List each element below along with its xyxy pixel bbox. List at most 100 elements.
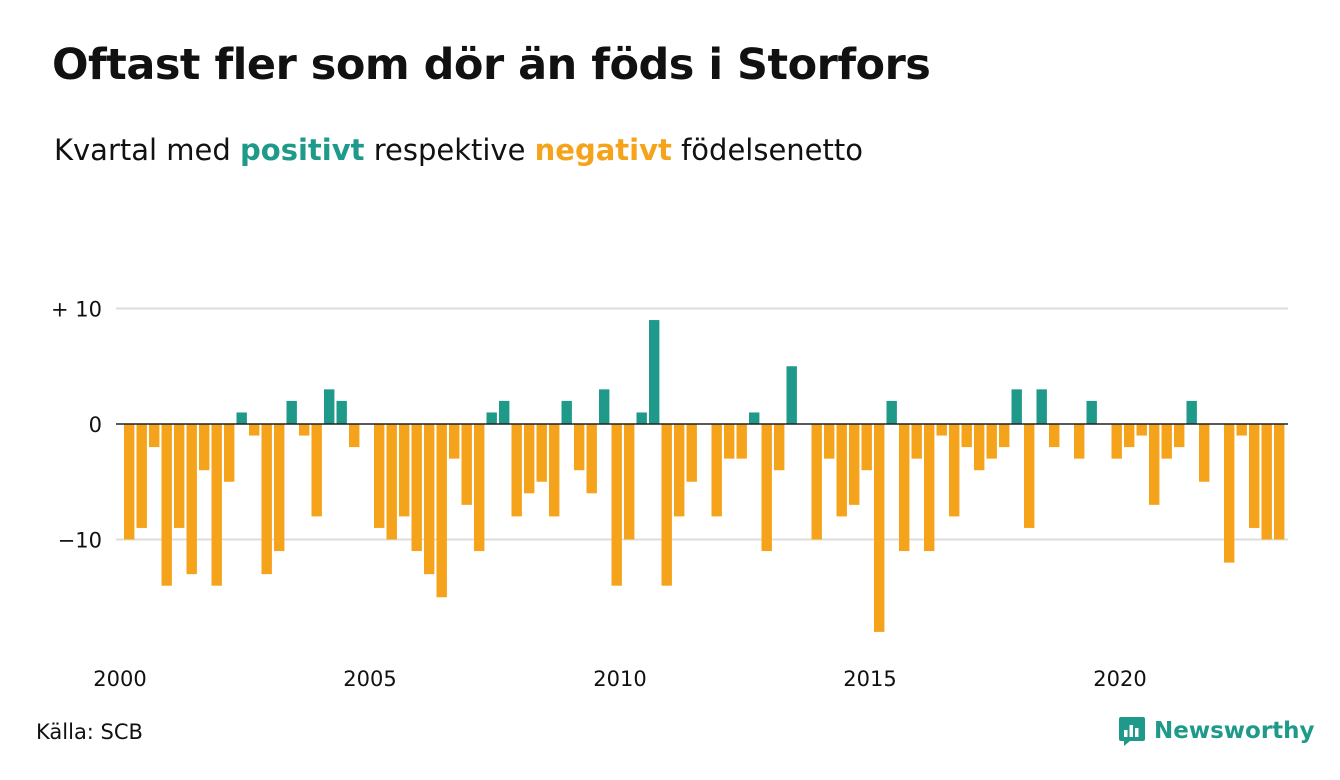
bar-negative — [1161, 424, 1172, 459]
subtitle-positive-keyword: positivt — [240, 133, 365, 167]
y-tick-label: + 10 — [51, 298, 102, 322]
chart-subtitle: Kvartal med positivt respektive negativt… — [54, 133, 863, 167]
bar-negative — [1174, 424, 1185, 448]
bar-positive — [286, 400, 297, 424]
bar-negative — [386, 424, 397, 540]
bar-negative — [1149, 424, 1160, 505]
subtitle-prefix: Kvartal med — [54, 133, 231, 167]
subtitle-suffix: födelsenetto — [681, 133, 863, 167]
bar-negative — [674, 424, 685, 517]
bar-negative — [149, 424, 160, 448]
bar-positive — [236, 412, 247, 424]
bar-positive — [786, 366, 797, 424]
bar-negative — [1199, 424, 1210, 482]
bar-negative — [399, 424, 410, 517]
bar-negative — [736, 424, 747, 459]
bar-negative — [686, 424, 697, 482]
newsworthy-logo: Newsworthy — [1118, 714, 1315, 748]
bar-negative — [1274, 424, 1285, 540]
bar-positive — [499, 400, 510, 424]
bar-positive — [486, 412, 497, 424]
bar-negative — [511, 424, 522, 517]
bar-negative — [424, 424, 435, 575]
bar-negative — [849, 424, 860, 505]
bar-negative — [611, 424, 622, 586]
bar-negative — [211, 424, 222, 586]
bar-positive — [1036, 389, 1047, 424]
x-tick-label: 2020 — [1093, 667, 1146, 691]
axes: + 10 0 −10 2000 2005 2010 2015 2020 — [51, 298, 1288, 691]
source-label: Källa: SCB — [36, 720, 143, 744]
chart-title: Oftast fler som dör än föds i Storfors — [52, 40, 931, 90]
bar-negative — [449, 424, 460, 459]
bar-negative — [136, 424, 147, 528]
bar-negative — [874, 424, 885, 632]
bar-negative — [961, 424, 972, 448]
bar-negative — [824, 424, 835, 459]
bar-negative — [861, 424, 872, 471]
bar-negative — [1249, 424, 1260, 528]
bar-negative — [711, 424, 722, 517]
bar-negative — [899, 424, 910, 552]
bar-negative — [774, 424, 785, 471]
bar-positive — [1186, 400, 1197, 424]
bar-negative — [349, 424, 360, 448]
bar-positive — [749, 412, 760, 424]
bar-negative — [911, 424, 922, 459]
bar-negative — [624, 424, 635, 540]
bar-negative — [461, 424, 472, 505]
bar-negative — [1236, 424, 1247, 436]
bar-negative — [1024, 424, 1035, 528]
bar-negative — [174, 424, 185, 528]
x-tick-label: 2005 — [343, 667, 396, 691]
subtitle-negative-keyword: negativt — [534, 133, 672, 167]
bar-positive — [599, 389, 610, 424]
bar-negative — [586, 424, 597, 494]
bar-negative — [1224, 424, 1235, 563]
y-tick-label: −10 — [58, 529, 102, 553]
bar-negative — [724, 424, 735, 459]
bar-negative — [474, 424, 485, 552]
bar-negative — [249, 424, 260, 436]
bar-negative — [836, 424, 847, 517]
bar-negative — [261, 424, 272, 575]
subtitle-middle: respektive — [373, 133, 526, 167]
bar-negative — [224, 424, 235, 482]
bar-negative — [411, 424, 422, 552]
gridlines — [116, 307, 1288, 541]
bars — [124, 320, 1285, 632]
bar-positive — [636, 412, 647, 424]
bar-positive — [324, 389, 335, 424]
bar-positive — [886, 400, 897, 424]
y-tick-label: 0 — [89, 413, 102, 437]
bar-negative — [949, 424, 960, 517]
bar-negative — [974, 424, 985, 471]
bar-negative — [374, 424, 385, 528]
bar-negative — [274, 424, 285, 552]
bar-negative — [199, 424, 210, 471]
bar-negative — [574, 424, 585, 471]
bar-negative — [999, 424, 1010, 448]
bar-negative — [1261, 424, 1272, 540]
bar-negative — [1074, 424, 1085, 459]
x-tick-label: 2000 — [93, 667, 146, 691]
bar-negative — [761, 424, 772, 552]
bar-positive — [336, 400, 347, 424]
bar-negative — [536, 424, 547, 482]
bar-negative — [1111, 424, 1122, 459]
bar-positive — [649, 320, 660, 424]
brand-name: Newsworthy — [1154, 718, 1315, 744]
bar-negative — [186, 424, 197, 575]
newsworthy-logo-icon — [1119, 717, 1145, 746]
bar-negative — [986, 424, 997, 459]
bar-negative — [661, 424, 672, 586]
bar-negative — [1049, 424, 1060, 448]
bar-positive — [561, 400, 572, 424]
bar-negative — [811, 424, 822, 540]
bar-positive — [1011, 389, 1022, 424]
bar-negative — [549, 424, 560, 517]
bar-negative — [161, 424, 172, 586]
bar-negative — [1136, 424, 1147, 436]
bar-positive — [1086, 400, 1097, 424]
